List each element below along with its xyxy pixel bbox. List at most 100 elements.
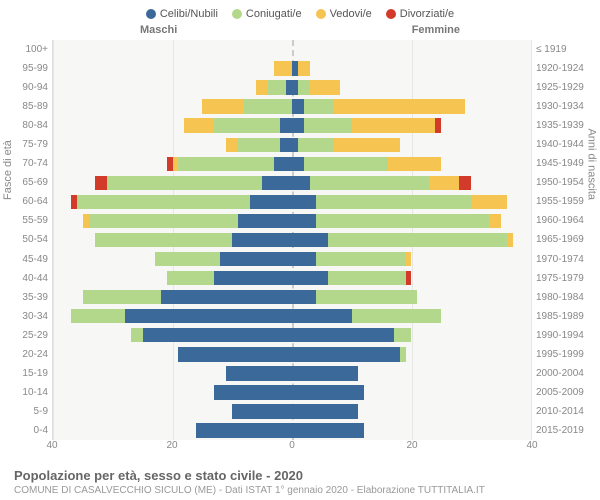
age-label: 100+: [10, 40, 52, 59]
bar-segment: [316, 252, 406, 266]
bar-segment: [256, 80, 268, 94]
birth-label: 1930-1934: [532, 97, 590, 116]
legend-dot: [316, 9, 326, 19]
bar-segment: [292, 366, 358, 380]
age-label: 60-64: [10, 192, 52, 211]
bar-row: [53, 173, 531, 192]
female-bar: [292, 404, 531, 418]
bar-segment: [274, 157, 292, 171]
bar-row: [53, 135, 531, 154]
female-bar: [292, 195, 531, 209]
female-bar: [292, 233, 531, 247]
bar-segment: [292, 214, 316, 228]
age-label: 95-99: [10, 59, 52, 78]
age-label: 30-34: [10, 307, 52, 326]
male-bar: [53, 328, 292, 342]
bar-segment: [238, 138, 280, 152]
age-label: 20-24: [10, 345, 52, 364]
bar-segment: [268, 80, 286, 94]
birth-label: 2010-2014: [532, 402, 590, 421]
bar-segment: [316, 214, 489, 228]
bar-segment: [161, 290, 292, 304]
birth-year-axis: ≤ 19191920-19241925-19291930-19341935-19…: [532, 40, 590, 440]
female-bar: [292, 252, 531, 266]
bar-row: [53, 402, 531, 421]
legend-dot: [232, 9, 242, 19]
age-label: 10-14: [10, 383, 52, 402]
bar-segment: [244, 99, 292, 113]
male-bar: [53, 80, 292, 94]
bar-segment: [406, 252, 412, 266]
bar-segment: [292, 233, 328, 247]
bar-segment: [214, 118, 280, 132]
female-bar: [292, 385, 531, 399]
male-bar: [53, 233, 292, 247]
column-headers: Maschi Femmine: [10, 24, 590, 40]
legend-label: Divorziati/e: [400, 8, 454, 20]
bar-segment: [143, 328, 292, 342]
bar-segment: [214, 385, 292, 399]
bar-row: [53, 78, 531, 97]
male-bar: [53, 214, 292, 228]
birth-label: 1925-1929: [532, 78, 590, 97]
bar-segment: [292, 252, 316, 266]
bar-segment: [298, 138, 334, 152]
female-bar: [292, 42, 531, 56]
age-label: 55-59: [10, 211, 52, 230]
age-label: 15-19: [10, 364, 52, 383]
birth-label: 1990-1994: [532, 326, 590, 345]
birth-label: 1940-1944: [532, 135, 590, 154]
birth-label: 1955-1959: [532, 192, 590, 211]
birth-label: 1945-1949: [532, 154, 590, 173]
female-bar: [292, 176, 531, 190]
male-bar: [53, 61, 292, 75]
birth-label: 1935-1939: [532, 116, 590, 135]
x-tick-label: 40: [526, 440, 537, 451]
bar-segment: [292, 385, 364, 399]
birth-label: 1985-1989: [532, 307, 590, 326]
bar-segment: [292, 347, 400, 361]
male-bar: [53, 42, 292, 56]
female-bar: [292, 99, 531, 113]
female-bar: [292, 118, 531, 132]
age-label: 25-29: [10, 326, 52, 345]
female-bar: [292, 423, 531, 437]
legend-item: Vedovi/e: [316, 8, 372, 20]
bar-segment: [107, 176, 262, 190]
plot-area: 100+95-9990-9485-8980-8475-7970-7465-696…: [10, 40, 590, 440]
bar-segment: [394, 328, 412, 342]
x-tick-label: 0: [289, 440, 295, 451]
age-label: 65-69: [10, 173, 52, 192]
male-bar: [53, 366, 292, 380]
male-bar: [53, 195, 292, 209]
bar-row: [53, 326, 531, 345]
bar-segment: [316, 290, 418, 304]
bar-segment: [196, 423, 292, 437]
legend-item: Celibi/Nubili: [146, 8, 218, 20]
birth-label: 1970-1974: [532, 250, 590, 269]
male-bar: [53, 157, 292, 171]
bar-segment: [507, 233, 513, 247]
bar-segment: [459, 176, 471, 190]
legend-label: Coniugati/e: [246, 8, 302, 20]
bar-segment: [232, 404, 292, 418]
female-bar: [292, 214, 531, 228]
bar-row: [53, 40, 531, 59]
age-axis: 100+95-9990-9485-8980-8475-7970-7465-696…: [10, 40, 52, 440]
bar-segment: [292, 157, 304, 171]
bar-segment: [155, 252, 221, 266]
x-tick-label: 20: [166, 440, 177, 451]
bar-segment: [125, 309, 292, 323]
bar-segment: [352, 118, 436, 132]
bar-row: [53, 116, 531, 135]
female-bar: [292, 138, 531, 152]
birth-label: 1980-1984: [532, 288, 590, 307]
legend: Celibi/Nubili Coniugati/e Vedovi/e Divorzia…: [10, 8, 590, 20]
legend-item: Coniugati/e: [232, 8, 302, 20]
bar-row: [53, 383, 531, 402]
male-bar: [53, 423, 292, 437]
female-bar: [292, 290, 531, 304]
legend-label: Celibi/Nubili: [160, 8, 218, 20]
birth-label: 2000-2004: [532, 364, 590, 383]
x-axis: 402002040: [52, 440, 532, 458]
